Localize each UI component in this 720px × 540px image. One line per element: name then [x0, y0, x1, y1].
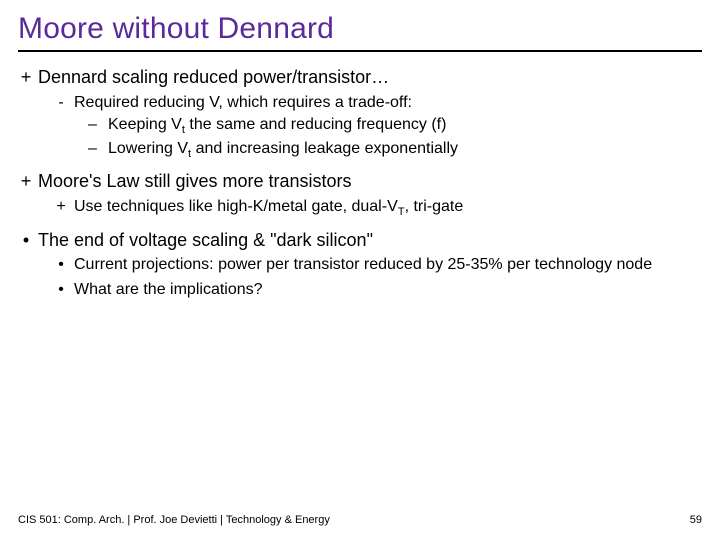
page-number: 59: [690, 514, 702, 526]
bullet-1a1: – Keeping Vt the same and reducing frequ…: [18, 114, 702, 138]
bullet-3a: • Current projections: power per transis…: [18, 254, 702, 275]
bullet-marker: +: [18, 66, 34, 90]
bullet-text: Required reducing V, which requires a tr…: [74, 94, 412, 111]
bullet-text: The end of voltage scaling & "dark silic…: [38, 230, 373, 250]
bullet-text: Current projections: power per transisto…: [74, 256, 652, 273]
title-rule: [18, 50, 702, 52]
bullet-marker: +: [18, 170, 34, 194]
bullet-3: • The end of voltage scaling & "dark sil…: [18, 229, 702, 253]
footer-text: CIS 501: Comp. Arch. | Prof. Joe Deviett…: [18, 514, 330, 526]
bullet-marker: -: [54, 92, 68, 113]
bullet-text: Moore's Law still gives more transistors: [38, 171, 352, 191]
bullet-marker: –: [88, 138, 102, 159]
bullet-1a: - Required reducing V, which requires a …: [18, 92, 702, 113]
bullet-marker: •: [54, 254, 68, 275]
bullet-text: Lowering Vt and increasing leakage expon…: [108, 140, 458, 157]
bullet-1a2: – Lowering Vt and increasing leakage exp…: [18, 138, 702, 162]
bullet-2: + Moore's Law still gives more transisto…: [18, 170, 702, 194]
bullet-marker: +: [54, 196, 68, 217]
bullet-marker: •: [18, 229, 34, 253]
bullet-3b: • What are the implications?: [18, 279, 702, 300]
bullet-text: What are the implications?: [74, 281, 263, 298]
slide-footer: CIS 501: Comp. Arch. | Prof. Joe Deviett…: [18, 514, 702, 526]
bullet-text: Dennard scaling reduced power/transistor…: [38, 67, 389, 87]
slide-body: + Dennard scaling reduced power/transist…: [18, 66, 702, 300]
slide-title: Moore without Dennard: [18, 12, 702, 46]
bullet-text: Use techniques like high-K/metal gate, d…: [74, 198, 463, 215]
bullet-text: Keeping Vt the same and reducing frequen…: [108, 116, 446, 133]
slide: Moore without Dennard + Dennard scaling …: [0, 0, 720, 540]
bullet-marker: •: [54, 279, 68, 300]
bullet-1: + Dennard scaling reduced power/transist…: [18, 66, 702, 90]
bullet-2a: + Use techniques like high-K/metal gate,…: [18, 196, 702, 220]
bullet-marker: –: [88, 114, 102, 135]
